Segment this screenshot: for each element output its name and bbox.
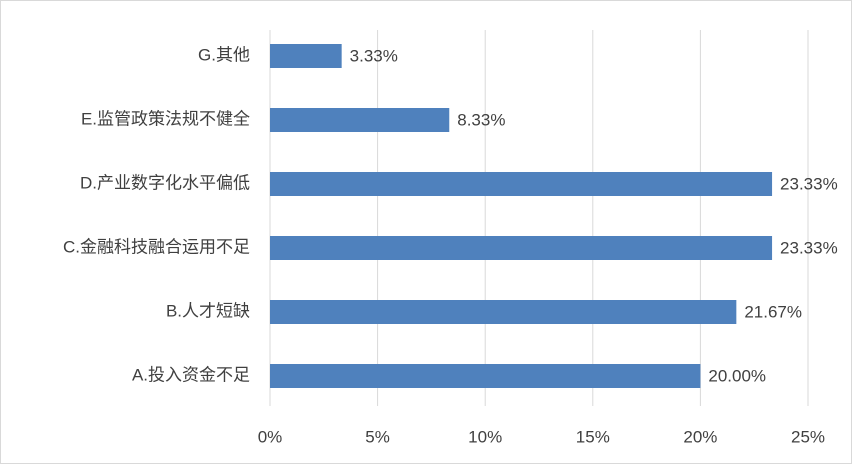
bar bbox=[270, 300, 737, 324]
y-tick-label: A.投入资金不足 bbox=[132, 365, 250, 384]
x-tick-label: 25% bbox=[791, 427, 825, 446]
value-label: 8.33% bbox=[457, 110, 505, 129]
y-tick-label: C.金融科技融合运用不足 bbox=[63, 237, 250, 256]
x-tick-label: 10% bbox=[468, 427, 502, 446]
bar bbox=[270, 108, 450, 132]
value-label: 3.33% bbox=[350, 46, 398, 65]
x-tick-label: 5% bbox=[365, 427, 390, 446]
y-tick-label: B.人才短缺 bbox=[166, 301, 250, 320]
x-tick-label: 20% bbox=[683, 427, 717, 446]
value-label: 23.33% bbox=[780, 238, 838, 257]
value-label: 21.67% bbox=[744, 302, 802, 321]
value-label: 23.33% bbox=[780, 174, 838, 193]
x-tick-label: 15% bbox=[576, 427, 610, 446]
y-tick-label: D.产业数字化水平偏低 bbox=[80, 173, 250, 192]
bar bbox=[270, 44, 342, 68]
bar bbox=[270, 236, 773, 260]
y-tick-label: E.监管政策法规不健全 bbox=[81, 109, 250, 128]
y-tick-label: G.其他 bbox=[198, 45, 250, 64]
value-label: 20.00% bbox=[708, 366, 766, 385]
bar bbox=[270, 364, 701, 388]
x-tick-label: 0% bbox=[258, 427, 283, 446]
bar bbox=[270, 172, 773, 196]
